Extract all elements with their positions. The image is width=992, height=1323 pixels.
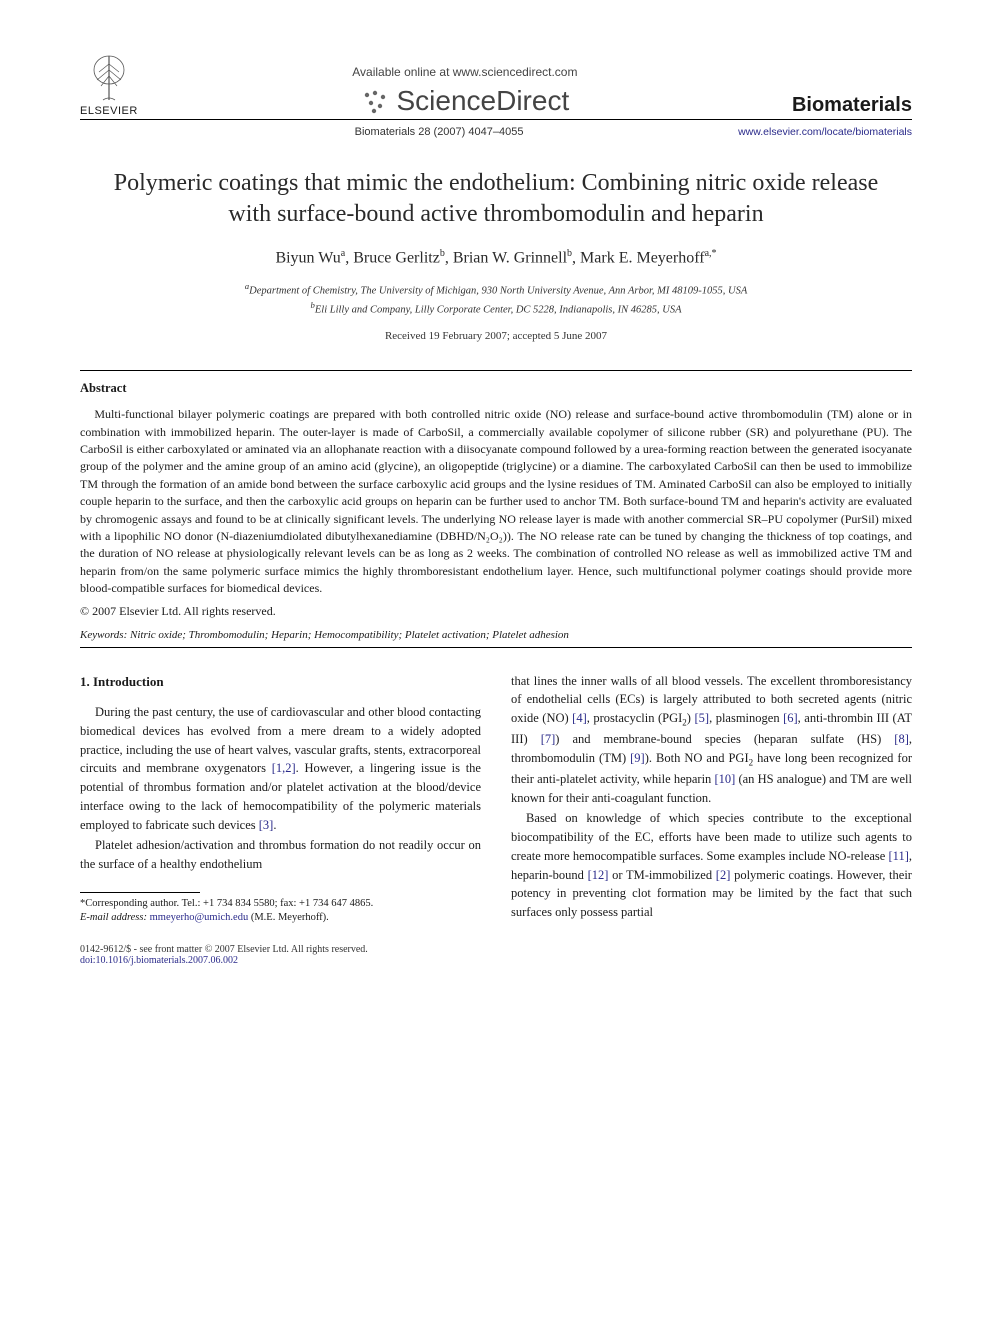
elsevier-logo-block: ELSEVIER — [80, 50, 138, 117]
abstract-top-rule — [80, 370, 912, 371]
sd-available-text: Available online at www.sciencedirect.co… — [138, 65, 792, 79]
citation-link[interactable]: [2] — [716, 868, 731, 882]
page-footer: 0142-9612/$ - see front matter © 2007 El… — [80, 944, 912, 966]
received-dates: Received 19 February 2007; accepted 5 Ju… — [80, 330, 912, 342]
elsevier-tree-icon — [84, 50, 134, 105]
citation-link[interactable]: [5] — [694, 711, 709, 725]
footnote-rule — [80, 892, 200, 893]
journal-url[interactable]: www.elsevier.com/locate/biomaterials — [738, 126, 912, 138]
intro-para-3: that lines the inner walls of all blood … — [511, 672, 912, 808]
keywords-list: Nitric oxide; Thrombomodulin; Heparin; H… — [130, 629, 569, 641]
citation-link[interactable]: [10] — [714, 772, 735, 786]
journal-name: Biomaterials — [792, 94, 912, 117]
keywords-line: Keywords: Nitric oxide; Thrombomodulin; … — [80, 629, 912, 641]
email-label: E-mail address: — [80, 912, 147, 923]
corresponding-footnote: *Corresponding author. Tel.: +1 734 834 … — [80, 897, 481, 926]
journal-page: ELSEVIER Available online at www.science… — [0, 0, 992, 1006]
email-address[interactable]: mmeyerho@umich.edu — [150, 912, 249, 923]
citation-link[interactable]: [1,2] — [272, 761, 296, 775]
intro-para-4: Based on knowledge of which species cont… — [511, 809, 912, 922]
sciencedirect-block: Available online at www.sciencedirect.co… — [138, 65, 792, 117]
citation-link[interactable]: [8] — [894, 732, 909, 746]
elsevier-label: ELSEVIER — [80, 105, 138, 117]
citation-link[interactable]: [12] — [588, 868, 609, 882]
sciencedirect-text: ScienceDirect — [397, 85, 570, 117]
header-row: ELSEVIER Available online at www.science… — [80, 50, 912, 117]
citation-link[interactable]: [9] — [630, 751, 645, 765]
keywords-label: Keywords: — [80, 629, 127, 641]
intro-heading: 1. Introduction — [80, 672, 481, 692]
doi-link[interactable]: doi:10.1016/j.biomaterials.2007.06.002 — [80, 955, 368, 966]
abstract-body: Multi-functional bilayer polymeric coati… — [80, 406, 912, 597]
affiliation-b: bEli Lilly and Company, Lilly Corporate … — [80, 299, 912, 318]
header-rule — [80, 119, 912, 120]
affiliations: aDepartment of Chemistry, The University… — [80, 280, 912, 319]
footer-left: 0142-9612/$ - see front matter © 2007 El… — [80, 944, 368, 966]
corresponding-line: *Corresponding author. Tel.: +1 734 834 … — [80, 897, 481, 912]
citation-link[interactable]: [11] — [889, 849, 909, 863]
abstract-bottom-rule — [80, 647, 912, 648]
citation-text: Biomaterials 28 (2007) 4047–4055 — [140, 126, 738, 138]
sd-logo-row: ScienceDirect — [138, 85, 792, 117]
journal-name-block: Biomaterials — [792, 74, 912, 117]
email-name: (M.E. Meyerhoff). — [251, 912, 329, 923]
abstract-copyright: © 2007 Elsevier Ltd. All rights reserved… — [80, 604, 912, 619]
citation-link[interactable]: [7] — [541, 732, 556, 746]
citation-row: Biomaterials 28 (2007) 4047–4055 www.els… — [80, 126, 912, 138]
article-title: Polymeric coatings that mimic the endoth… — [110, 168, 882, 230]
abstract-heading: Abstract — [80, 381, 912, 396]
citation-link[interactable]: [3] — [259, 818, 274, 832]
front-matter-line: 0142-9612/$ - see front matter © 2007 El… — [80, 944, 368, 955]
column-left: 1. Introduction During the past century,… — [80, 672, 481, 927]
sciencedirect-icon — [361, 87, 389, 115]
affiliation-a: aDepartment of Chemistry, The University… — [80, 280, 912, 299]
citation-link[interactable]: [6] — [783, 711, 798, 725]
column-right: that lines the inner walls of all blood … — [511, 672, 912, 927]
citation-link[interactable]: [4] — [572, 711, 587, 725]
intro-para-1: During the past century, the use of card… — [80, 703, 481, 834]
author-list: Biyun Wua, Bruce Gerlitzb, Brian W. Grin… — [80, 248, 912, 267]
email-line: E-mail address: mmeyerho@umich.edu (M.E.… — [80, 911, 481, 926]
body-columns: 1. Introduction During the past century,… — [80, 672, 912, 927]
intro-para-2: Platelet adhesion/activation and thrombu… — [80, 836, 481, 874]
